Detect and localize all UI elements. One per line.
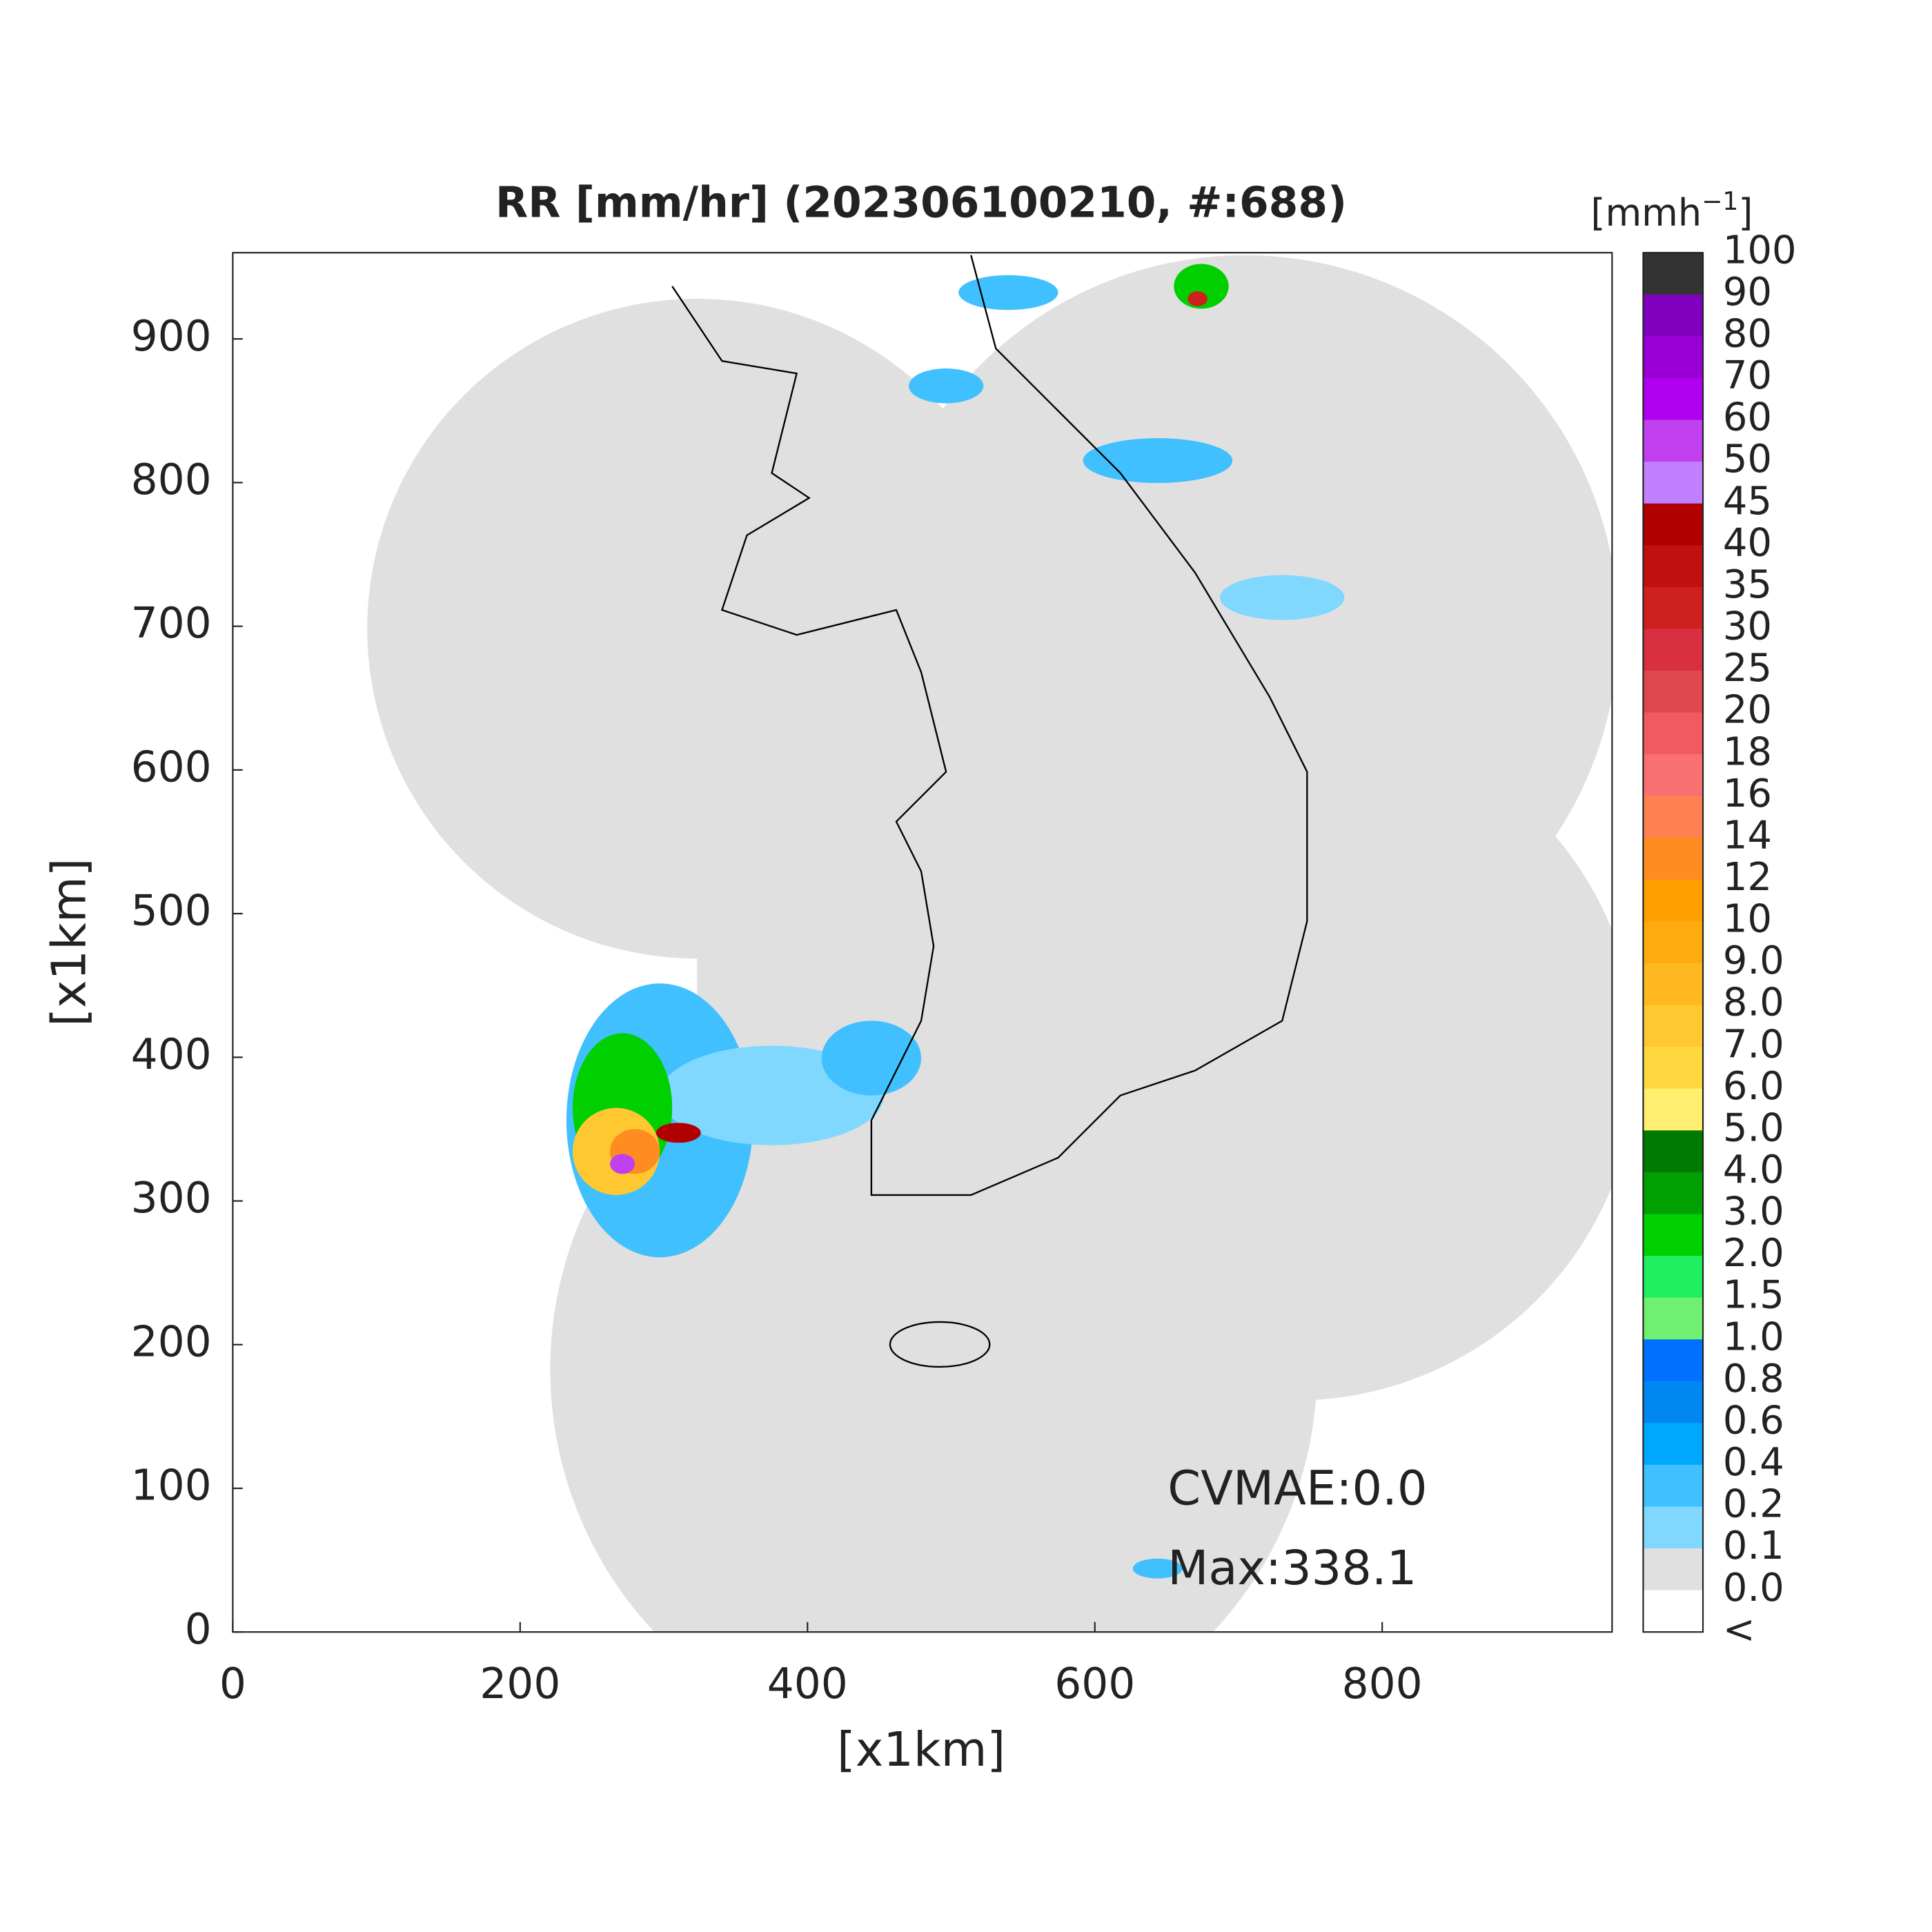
colorbar-label: 1.0 bbox=[1723, 1314, 1784, 1359]
colorbar-label: 70 bbox=[1723, 353, 1772, 398]
x-axis-label: [x1km] bbox=[837, 1722, 1005, 1777]
colorbar-label: 45 bbox=[1723, 479, 1772, 524]
annotation: CVMAE:0.0 bbox=[1167, 1461, 1427, 1516]
y-tick-label: 0 bbox=[185, 1605, 212, 1654]
y-tick-label: 100 bbox=[131, 1461, 212, 1510]
colorbar-segment bbox=[1643, 1005, 1704, 1048]
colorbar-segment bbox=[1643, 1381, 1704, 1424]
colorbar-label: 7.0 bbox=[1723, 1022, 1784, 1067]
colorbar-segment bbox=[1643, 1423, 1704, 1466]
colorbar-segment bbox=[1643, 838, 1704, 880]
colorbar-segment bbox=[1643, 921, 1704, 964]
colorbar-label: 25 bbox=[1723, 646, 1772, 691]
radar-map bbox=[367, 255, 1613, 1633]
x-tick-label: 400 bbox=[767, 1659, 848, 1708]
colorbar-segment bbox=[1643, 754, 1704, 797]
colorbar-label: 40 bbox=[1723, 520, 1772, 565]
colorbar-label: < bbox=[1723, 1607, 1755, 1652]
colorbar-label: 14 bbox=[1723, 813, 1772, 858]
colorbar-label: 1.5 bbox=[1723, 1273, 1784, 1318]
colorbar-segment bbox=[1643, 670, 1704, 713]
colorbar-label: 50 bbox=[1723, 437, 1772, 482]
plot-frame bbox=[232, 252, 1613, 1633]
colorbar-segment bbox=[1643, 1590, 1704, 1633]
y-axis-label: [x1km] bbox=[42, 858, 97, 1027]
y-tick-label: 700 bbox=[131, 599, 212, 648]
colorbar-label: 10 bbox=[1723, 897, 1772, 942]
colorbar-segment bbox=[1643, 879, 1704, 923]
x-tick-label: 600 bbox=[1054, 1659, 1135, 1708]
y-tick-label: 300 bbox=[131, 1174, 212, 1223]
colorbar-label: 0.0 bbox=[1723, 1566, 1784, 1610]
colorbar-segment bbox=[1643, 253, 1704, 295]
colorbar-segment bbox=[1643, 336, 1704, 379]
colorbar-segment bbox=[1643, 1256, 1704, 1299]
colorbar-label: 90 bbox=[1723, 270, 1772, 315]
colorbar-segment bbox=[1643, 294, 1704, 337]
colorbar-segment bbox=[1643, 1506, 1704, 1549]
colorbar-label: 12 bbox=[1723, 855, 1772, 900]
annotation: Max:338.1 bbox=[1167, 1541, 1417, 1596]
colorbar-label: 3.0 bbox=[1723, 1190, 1784, 1234]
colorbar-label: 6.0 bbox=[1723, 1064, 1784, 1109]
colorbar-segment bbox=[1643, 1047, 1704, 1090]
y-tick-label: 600 bbox=[131, 742, 212, 791]
colorbar-label: 2.0 bbox=[1723, 1231, 1784, 1276]
colorbar-segment bbox=[1643, 1214, 1704, 1256]
colorbar-segment bbox=[1643, 377, 1704, 421]
colorbar-segment bbox=[1643, 1464, 1704, 1508]
colorbar-label: 0.8 bbox=[1723, 1357, 1784, 1401]
colorbar-label: 4.0 bbox=[1723, 1147, 1784, 1192]
colorbar-label: 80 bbox=[1723, 312, 1772, 357]
colorbar-label: 100 bbox=[1723, 228, 1797, 273]
colorbar-frame bbox=[1642, 252, 1704, 1633]
y-tick-label: 400 bbox=[131, 1030, 212, 1079]
y-tick-label: 500 bbox=[131, 887, 212, 936]
colorbar-label: 0.6 bbox=[1723, 1398, 1784, 1443]
colorbar-label: 8.0 bbox=[1723, 980, 1784, 1025]
colorbar-label: 5.0 bbox=[1723, 1105, 1784, 1150]
title: RR [mm/hr] (202306100210, #:688) bbox=[495, 178, 1347, 227]
colorbar-label: 30 bbox=[1723, 604, 1772, 649]
colorbar-segment bbox=[1643, 629, 1704, 671]
colorbar-label: 0.1 bbox=[1723, 1524, 1784, 1568]
x-tick-label: 200 bbox=[480, 1659, 560, 1708]
colorbar-segment bbox=[1643, 963, 1704, 1006]
colorbar-unit: [mmh−1] bbox=[1590, 187, 1753, 235]
colorbar-segment bbox=[1643, 712, 1704, 756]
colorbar-segment bbox=[1643, 586, 1704, 630]
colorbar-segment bbox=[1643, 1339, 1704, 1382]
colorbar-segment bbox=[1643, 1297, 1704, 1341]
colorbar-label: 35 bbox=[1723, 562, 1772, 607]
colorbar-label: 0.4 bbox=[1723, 1440, 1784, 1485]
colorbar-segment bbox=[1643, 545, 1704, 588]
colorbar-segment bbox=[1643, 462, 1704, 504]
colorbar-segment bbox=[1643, 1548, 1704, 1591]
colorbar-label: 20 bbox=[1723, 688, 1772, 733]
colorbar-segment bbox=[1643, 420, 1704, 463]
y-tick-label: 200 bbox=[131, 1317, 212, 1366]
colorbar-segment bbox=[1643, 1088, 1704, 1132]
colorbar-label: 16 bbox=[1723, 771, 1772, 816]
colorbar-segment bbox=[1643, 1130, 1704, 1173]
colorbar-label: 18 bbox=[1723, 729, 1772, 774]
x-tick-label: 800 bbox=[1342, 1659, 1423, 1708]
colorbar-label: 60 bbox=[1723, 395, 1772, 440]
colorbar-label: 0.2 bbox=[1723, 1482, 1784, 1527]
precipitation bbox=[566, 264, 1345, 1579]
coastline bbox=[671, 255, 1308, 1368]
y-tick-label: 900 bbox=[131, 312, 212, 361]
y-tick-label: 800 bbox=[131, 455, 212, 504]
colorbar-segment bbox=[1643, 503, 1704, 546]
colorbar-label: 9.0 bbox=[1723, 938, 1784, 983]
x-tick-label: 0 bbox=[219, 1659, 246, 1708]
colorbar-segment bbox=[1643, 796, 1704, 839]
colorbar-segment bbox=[1643, 1172, 1704, 1215]
